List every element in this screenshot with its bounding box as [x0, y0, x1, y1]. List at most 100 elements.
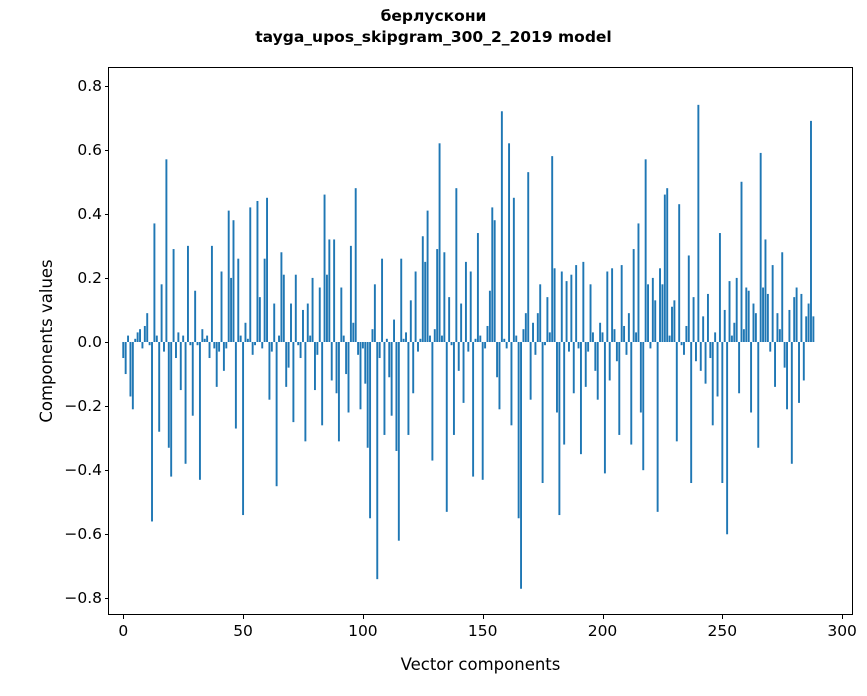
bar: [546, 297, 549, 342]
bar: [625, 342, 628, 355]
bar: [206, 335, 209, 342]
bar: [738, 342, 741, 394]
bar: [639, 342, 642, 413]
bar: [249, 207, 252, 342]
bar: [328, 239, 331, 342]
bar: [151, 342, 153, 522]
bar: [503, 338, 506, 342]
bar: [155, 335, 158, 342]
bar: [563, 342, 566, 445]
bar: [714, 332, 717, 342]
y-tick-mark: [104, 342, 109, 343]
bar: [778, 329, 781, 342]
bar: [196, 342, 199, 346]
bar: [745, 287, 748, 342]
bar: [366, 342, 369, 448]
bar: [414, 271, 417, 342]
x-tick-mark: [123, 614, 125, 619]
bar: [258, 297, 261, 342]
bar: [385, 338, 388, 342]
bar: [730, 335, 733, 342]
bar: [213, 342, 216, 349]
y-tick-mark: [104, 149, 109, 151]
bar: [680, 342, 683, 346]
bar: [659, 268, 661, 342]
bar: [536, 313, 539, 342]
bar: [553, 268, 556, 342]
bar: [484, 342, 487, 349]
bar: [623, 325, 626, 342]
bar: [452, 342, 455, 435]
bar: [757, 342, 760, 448]
bar: [405, 332, 407, 342]
bar: [359, 342, 362, 410]
bar: [273, 303, 276, 342]
bar: [314, 342, 316, 391]
bar: [793, 297, 796, 342]
bar: [649, 342, 652, 349]
bar: [194, 290, 197, 342]
bar: [762, 287, 765, 342]
bar: [718, 233, 721, 342]
bar: [441, 335, 443, 342]
bar: [642, 342, 645, 471]
bar: [584, 342, 587, 387]
bar: [345, 342, 348, 375]
bar: [802, 342, 805, 381]
bar: [323, 194, 326, 342]
bar: [309, 335, 312, 342]
bar: [524, 313, 527, 342]
bar: [697, 104, 700, 342]
bar: [687, 255, 690, 342]
bar: [558, 342, 561, 516]
bar: [728, 281, 731, 342]
bar: [587, 342, 590, 352]
y-tick-mark: [104, 85, 109, 87]
bar: [517, 342, 520, 519]
bar: [613, 329, 616, 342]
bar: [527, 172, 530, 342]
bar: [656, 342, 659, 512]
bar: [287, 342, 290, 368]
bar: [764, 239, 767, 342]
x-tick-label: 200: [587, 622, 618, 640]
bar: [786, 342, 788, 410]
bar: [256, 200, 259, 342]
bar: [711, 342, 714, 426]
y-tick-label: 0.4: [77, 204, 102, 223]
bar: [476, 233, 479, 342]
bar: [695, 342, 697, 362]
bar: [685, 325, 688, 342]
x-tick-mark: [243, 614, 245, 619]
bar: [218, 342, 221, 352]
bar: [124, 342, 127, 375]
bar: [220, 271, 223, 342]
bar: [783, 342, 786, 368]
bar: [457, 342, 460, 371]
bar: [795, 287, 798, 342]
y-tick-mark: [104, 534, 109, 536]
bar: [807, 303, 810, 342]
bar: [426, 210, 429, 342]
bar: [498, 342, 501, 410]
bar: [721, 342, 724, 484]
bar: [163, 342, 165, 352]
bar: [654, 300, 657, 342]
bar: [544, 342, 546, 346]
bar: [750, 342, 753, 413]
bar: [572, 342, 575, 394]
bar: [464, 261, 467, 342]
bar: [675, 342, 678, 442]
bar: [472, 342, 475, 477]
bar: [603, 342, 606, 474]
bar: [153, 223, 156, 342]
bar: [122, 342, 125, 359]
bar: [460, 303, 463, 342]
bar: [292, 342, 295, 423]
bar: [754, 313, 757, 342]
bar: [371, 329, 374, 342]
bar: [318, 287, 321, 342]
bar: [222, 342, 225, 371]
bar: [409, 300, 412, 342]
bar: [673, 300, 676, 342]
